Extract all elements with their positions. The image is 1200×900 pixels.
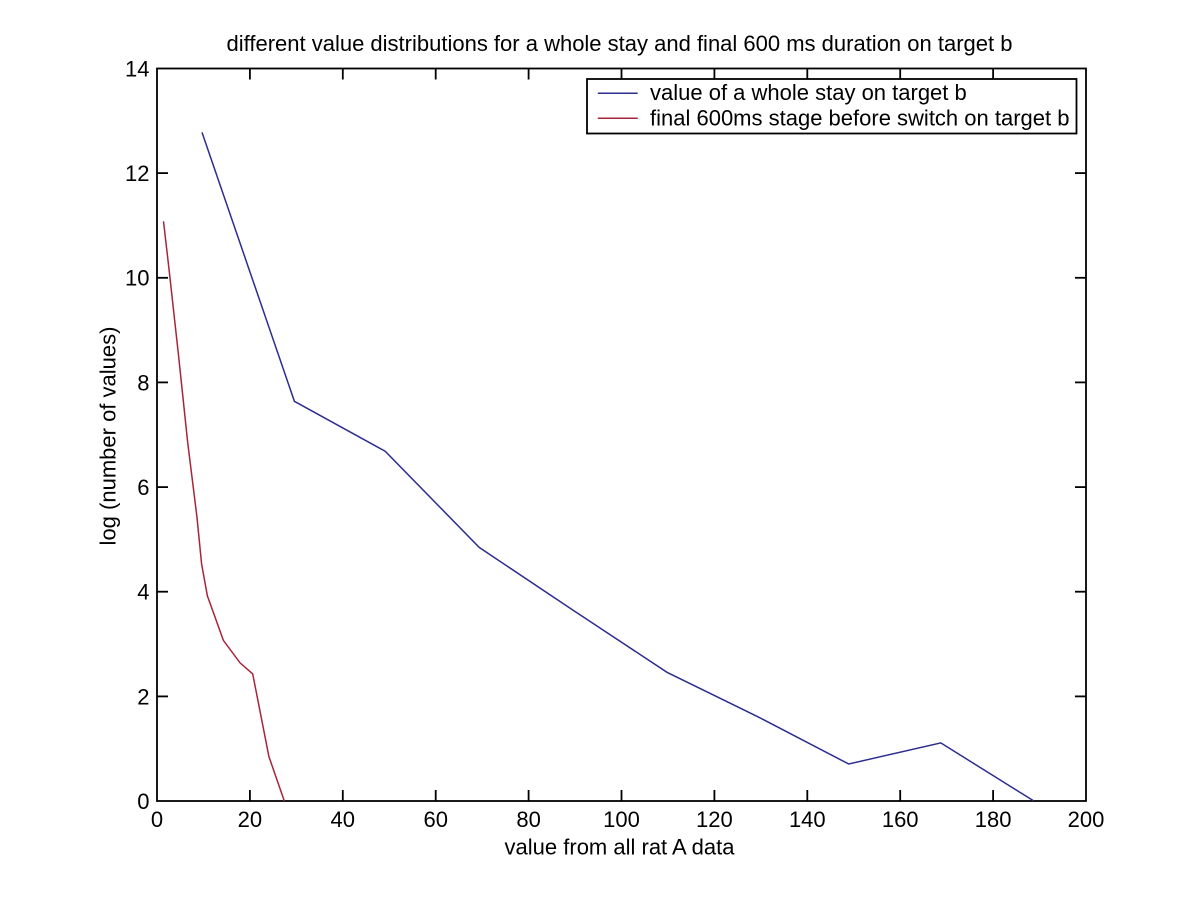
svg-text:value of a whole stay on targe: value of a whole stay on target b	[650, 80, 967, 105]
svg-text:10: 10	[125, 266, 149, 291]
svg-text:0: 0	[151, 807, 163, 832]
svg-text:6: 6	[137, 475, 149, 500]
svg-text:4: 4	[137, 580, 149, 605]
svg-text:100: 100	[603, 807, 640, 832]
svg-text:log (number of values): log (number of values)	[96, 327, 121, 546]
svg-text:180: 180	[975, 807, 1012, 832]
svg-text:0: 0	[137, 789, 149, 814]
svg-text:140: 140	[789, 807, 826, 832]
svg-text:160: 160	[882, 807, 919, 832]
svg-text:final 600ms stage before switc: final 600ms stage before switch on targe…	[650, 105, 1069, 130]
svg-text:20: 20	[238, 807, 262, 832]
svg-text:60: 60	[423, 807, 447, 832]
svg-text:value from all rat A data: value from all rat A data	[505, 835, 736, 860]
svg-text:2: 2	[137, 684, 149, 709]
svg-text:40: 40	[331, 807, 355, 832]
svg-text:80: 80	[516, 807, 540, 832]
svg-text:120: 120	[696, 807, 733, 832]
svg-text:different value distributions: different value distributions for a whol…	[227, 31, 1013, 56]
svg-text:12: 12	[125, 161, 149, 186]
svg-text:8: 8	[137, 370, 149, 395]
svg-text:14: 14	[125, 56, 149, 81]
svg-text:200: 200	[1068, 807, 1105, 832]
